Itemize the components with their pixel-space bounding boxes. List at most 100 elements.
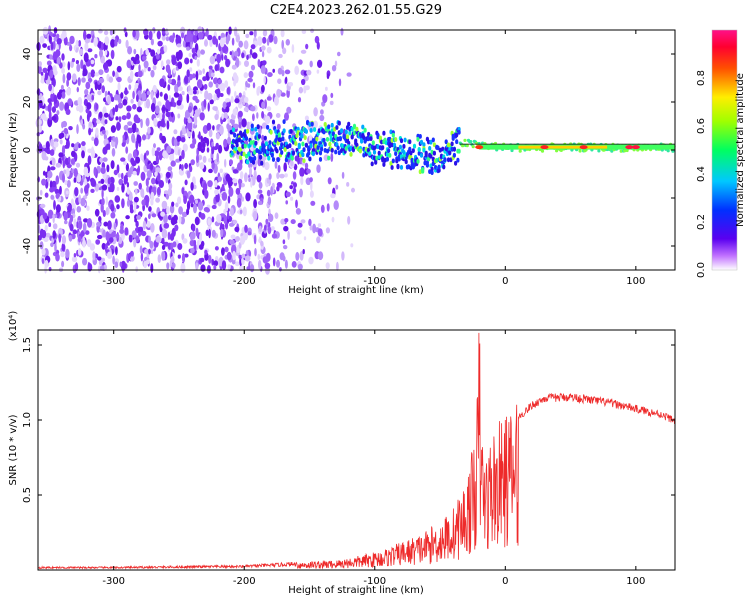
spectrogram-signal-cell [390, 165, 394, 170]
spectrogram-cell [110, 125, 116, 133]
spectrogram-cell [182, 40, 186, 48]
spectrogram-cell [274, 212, 279, 219]
spectrogram-signal-cell [421, 167, 425, 172]
spectrogram-cell [51, 180, 57, 188]
spectrogram-cell [44, 71, 49, 81]
spectrogram-cell [317, 59, 323, 68]
spectrogram-cell [38, 61, 42, 67]
spectrogram-cell [199, 232, 203, 243]
spectrogram-cell [71, 58, 75, 63]
spectrogram-signal-cell [322, 137, 326, 143]
spectrogram-cell [267, 72, 273, 78]
spectrogram-cell [98, 69, 104, 76]
spectrogram-cell [217, 79, 223, 84]
spectrogram-cell [141, 230, 147, 237]
spectrogram-cell [231, 259, 236, 265]
spectrogram-cell [148, 206, 152, 212]
spectrogram-cell [257, 253, 261, 260]
spectrogram-cell [192, 95, 198, 101]
spectrogram-cell [151, 147, 155, 157]
spectrogram-cell [181, 127, 187, 135]
spectrogram-cell [261, 122, 268, 129]
spectrogram-cell [63, 169, 67, 175]
spectrogram-cell [190, 203, 194, 208]
spectrogram-cell [329, 100, 334, 106]
spectrogram-cell [126, 187, 130, 195]
spectrogram-cell [173, 92, 180, 98]
spectrogram-cell [190, 231, 196, 240]
spectrogram-signal-cell [540, 149, 545, 153]
spectrogram-signal-cell [275, 135, 279, 140]
spectrogram-signal-cell [441, 146, 445, 152]
spectrogram-cell [136, 30, 140, 40]
spectrogram-signal-cell [424, 152, 428, 158]
spectrogram-cell [214, 113, 219, 121]
spectrogram-cell [70, 60, 74, 68]
spectrogram-cell [150, 249, 154, 254]
spectrogram-cell [199, 70, 202, 76]
spectrogram-signal-cell [327, 155, 331, 161]
spectrogram-cell [163, 93, 168, 101]
spectrogram-signal-cell [436, 145, 440, 151]
spectrogram-cell [322, 94, 328, 104]
spectrogram-signal-cell [388, 153, 392, 158]
spectrogram-signal-cell [456, 157, 460, 163]
spectrogram-signal-cell [442, 164, 446, 170]
spectrogram-x-tick-label: -100 [363, 276, 386, 287]
spectrogram-cell [96, 221, 101, 227]
spectrogram-cell [310, 181, 313, 191]
spectrogram-cell [171, 55, 177, 66]
spectrogram-cell [48, 267, 52, 272]
spectrogram-cell [238, 92, 242, 98]
colorbar-frame [711, 29, 738, 271]
spectrogram-signal-cell [309, 127, 313, 133]
spectrogram-cell [100, 178, 105, 184]
spectrogram-cell [37, 65, 42, 74]
spectrogram-cell [41, 178, 47, 186]
spectrogram-cell [53, 94, 58, 105]
spectrogram-cell [73, 218, 77, 228]
spectrogram-cell [227, 177, 234, 187]
spectrogram-cell [347, 215, 351, 225]
spectrogram-cell [177, 254, 181, 259]
spectrogram-cell [49, 69, 54, 79]
spectrogram-cell [100, 55, 105, 64]
spectrogram-cell [109, 237, 114, 243]
spectrogram-cell [90, 148, 94, 155]
spectrogram-cell [131, 133, 136, 143]
spectrogram-cell [52, 40, 56, 50]
spectrogram-signal-cell [313, 127, 317, 132]
spectrogram-cell [104, 119, 108, 125]
spectrogram-cell [60, 84, 64, 90]
spectrogram-cell [98, 77, 105, 84]
spectrogram-signal-cell [377, 150, 381, 156]
spectrogram-cell [325, 227, 330, 234]
spectrogram-signal-cell [455, 132, 459, 138]
spectrogram-cell [159, 112, 163, 121]
spectrogram-cell [221, 224, 225, 229]
spectrogram-cell [156, 186, 161, 196]
spectrogram-cell [297, 222, 303, 228]
spectrogram-cell [276, 88, 281, 98]
spectrogram-cell [163, 222, 170, 229]
spectrogram-cell [115, 233, 120, 239]
spectrogram-signal-cell [337, 150, 341, 156]
spectrogram-signal-cell [307, 145, 311, 151]
spectrogram-cell [105, 196, 109, 206]
spectrogram-cell [100, 166, 106, 174]
spectrogram-cell [127, 127, 133, 134]
spectrogram-cell [106, 164, 110, 173]
spectrogram-signal-cell [249, 140, 253, 145]
colorbar-tick-label: 0.2 [696, 214, 707, 230]
spectrogram-cell [140, 252, 144, 262]
spectrogram-cell [184, 179, 188, 186]
spectrogram-cell [114, 94, 119, 101]
spectrogram-cell [175, 35, 182, 45]
spectrogram-signal-cell [465, 144, 469, 148]
spectrogram-signal-cell [241, 144, 245, 149]
colorbar-tick-label: 0.8 [696, 70, 707, 86]
spectrogram-cell [149, 240, 154, 249]
spectrogram-cell [133, 114, 139, 124]
snr-panel: -300 -200 -100 0 100 0.5 1.0 1.5 Height of str… [8, 311, 676, 596]
spectrogram-cell [223, 138, 228, 148]
